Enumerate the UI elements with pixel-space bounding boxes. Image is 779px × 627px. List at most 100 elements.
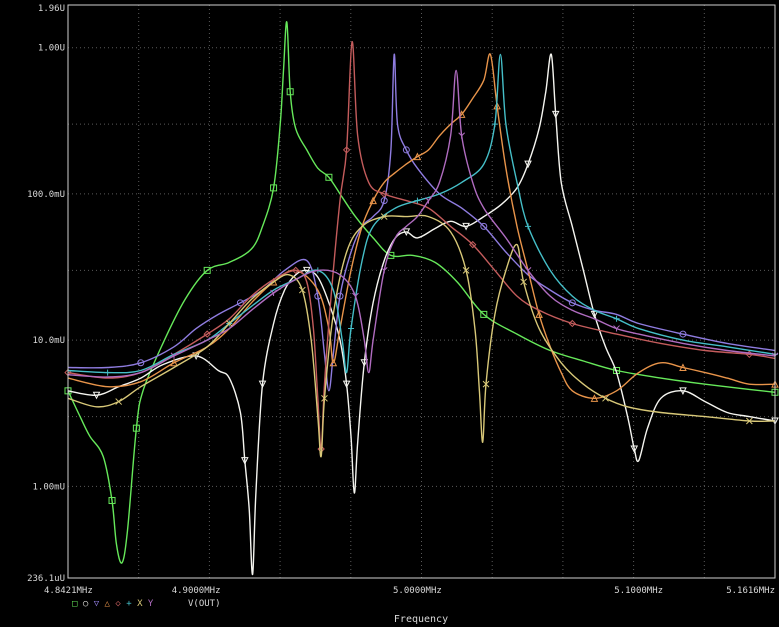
- series-line: [67, 53, 776, 374]
- series-7: [67, 213, 776, 458]
- series-marker: [425, 197, 432, 204]
- series-line: [67, 40, 776, 450]
- series-marker: [402, 146, 410, 154]
- series-line: [67, 69, 776, 378]
- series-group: [64, 21, 779, 576]
- series-marker: [302, 266, 311, 275]
- x-axis-ticks: 4.8421MHz 4.9000MHz 5.0000MHz 5.1000MHz 5.16…: [44, 586, 775, 596]
- legend-markers: □ ○ ▽ △ ◇ + X Y: [72, 599, 154, 609]
- series-marker: [745, 417, 753, 425]
- series-marker: [325, 173, 333, 181]
- series-marker: [524, 267, 532, 274]
- plot-frame: [67, 4, 776, 579]
- series-marker: [380, 213, 388, 220]
- series-marker: [402, 228, 411, 237]
- series-marker: [520, 278, 527, 286]
- series-marker: [568, 319, 577, 328]
- series-marker: [491, 121, 498, 128]
- series-marker: [137, 359, 145, 367]
- series-marker: [360, 359, 369, 367]
- legend-marker: ○: [83, 599, 94, 609]
- series-marker: [342, 146, 351, 154]
- series-marker: [321, 394, 328, 402]
- y-tick-label: 100.0mU: [27, 190, 65, 200]
- y-tick-label: 1.00mU: [32, 482, 65, 492]
- series-marker: [462, 267, 470, 274]
- series-marker: [469, 240, 477, 249]
- series-marker: [551, 110, 560, 119]
- legend-marker: +: [126, 599, 137, 609]
- legend: □ ○ ▽ △ ◇ + X Y V(OUT): [72, 599, 221, 609]
- series-1: [64, 21, 779, 564]
- series-marker: [203, 266, 211, 274]
- y-tick-label: 1.00U: [38, 44, 65, 54]
- legend-marker: ▽: [94, 599, 105, 609]
- y-tick-label: 236.1uU: [27, 574, 65, 584]
- series-marker: [524, 160, 532, 169]
- series-marker: [348, 325, 355, 332]
- y-tick-label: 10.0mU: [32, 336, 65, 346]
- series-marker: [270, 184, 278, 192]
- series-marker: [602, 394, 609, 402]
- series-marker: [132, 424, 140, 432]
- x-axis-label: Frequency: [394, 614, 448, 625]
- series-marker: [568, 299, 576, 307]
- series-marker: [458, 132, 466, 139]
- series-line: [67, 53, 776, 392]
- series-marker: [613, 315, 620, 322]
- series-marker: [115, 398, 123, 405]
- series-marker: [203, 330, 211, 338]
- series-marker: [413, 152, 422, 161]
- legend-marker: △: [105, 599, 116, 609]
- series-marker: [258, 380, 267, 389]
- x-tick-label: 4.9000MHz: [172, 586, 221, 596]
- series-8: [67, 69, 779, 378]
- series-marker: [108, 497, 116, 505]
- series-marker: [342, 380, 351, 389]
- series-marker: [329, 358, 338, 367]
- series-marker: [535, 310, 543, 318]
- x-tick-label: 4.8421MHz: [44, 586, 93, 596]
- x-tick-label: 5.1000MHz: [614, 586, 663, 596]
- series-marker: [613, 325, 620, 332]
- series-marker: [679, 387, 687, 395]
- series-marker: [369, 196, 377, 205]
- series-marker: [480, 310, 488, 318]
- series-marker: [298, 286, 306, 294]
- series-marker: [270, 289, 277, 297]
- series-marker: [104, 369, 111, 376]
- series-marker: [269, 277, 278, 286]
- series-marker: [630, 445, 639, 454]
- series-marker: [352, 292, 359, 300]
- series-marker: [236, 299, 244, 307]
- series-marker: [480, 222, 488, 230]
- series-marker: [679, 363, 687, 371]
- series-marker: [590, 394, 599, 402]
- series-marker: [525, 223, 532, 230]
- legend-marker: Y: [148, 599, 154, 609]
- y-tick-label: 1.96U: [38, 4, 65, 14]
- series-marker: [225, 320, 233, 327]
- series-marker: [92, 391, 101, 400]
- x-tick-label: 5.1616MHz: [726, 586, 775, 596]
- legend-series-label: V(OUT): [188, 599, 221, 609]
- series-marker: [380, 267, 388, 274]
- series-marker: [482, 380, 490, 388]
- series-marker: [590, 310, 599, 319]
- legend-marker: □: [72, 599, 83, 609]
- series-marker: [414, 197, 421, 204]
- legend-marker: ◇: [115, 599, 126, 609]
- series-marker: [170, 352, 178, 359]
- series-marker: [462, 222, 470, 231]
- x-tick-label: 5.0000MHz: [393, 586, 442, 596]
- series-marker: [493, 101, 501, 110]
- y-axis-ticks: 1.96U 1.00U 100.0mU 10.0mU 1.00mU 236.1uU: [27, 4, 65, 584]
- series-marker: [291, 266, 300, 275]
- series-marker: [286, 88, 294, 96]
- series-marker: [170, 358, 178, 367]
- series-line: [67, 21, 776, 564]
- series-marker: [240, 457, 249, 465]
- series-line: [67, 214, 776, 458]
